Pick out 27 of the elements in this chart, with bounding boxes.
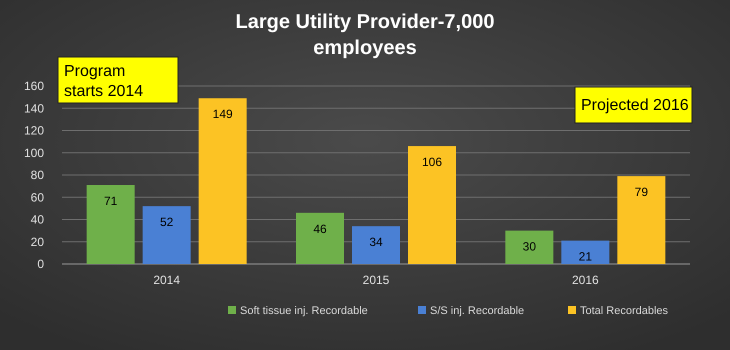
x-tick-label: 2016 xyxy=(572,273,600,287)
y-tick-label: 0 xyxy=(37,257,44,271)
legend-label: Soft tissue inj. Recordable xyxy=(240,305,368,317)
data-label: 79 xyxy=(634,185,648,200)
y-tick-label: 60 xyxy=(30,190,44,204)
data-label: 71 xyxy=(104,194,118,208)
legend-label: Total Recordables xyxy=(580,305,669,317)
legend-label: S/S inj. Recordable xyxy=(430,305,524,317)
y-tick-label: 160 xyxy=(24,79,44,93)
annotation: Projected 2016 xyxy=(581,97,689,114)
y-tick-label: 80 xyxy=(30,168,44,182)
data-label: 149 xyxy=(212,107,233,122)
data-label: 34 xyxy=(369,235,383,250)
data-label: 21 xyxy=(578,250,592,264)
y-tick-label: 20 xyxy=(30,234,44,249)
chart-title: Large Utility Provider-7,000 employees xyxy=(236,11,494,59)
data-label: 106 xyxy=(422,155,442,170)
y-tick-label: 100 xyxy=(24,146,44,160)
data-label: 30 xyxy=(522,240,536,254)
y-tick-label: 140 xyxy=(24,101,44,116)
x-tick-label: 2015 xyxy=(362,273,390,287)
data-label: 46 xyxy=(313,222,327,236)
y-tick-label: 120 xyxy=(24,124,44,138)
data-label: 52 xyxy=(160,215,174,230)
x-tick-label: 2014 xyxy=(153,273,180,287)
annotation: Program starts 2014 xyxy=(64,63,144,100)
y-tick-label: 40 xyxy=(30,212,44,226)
